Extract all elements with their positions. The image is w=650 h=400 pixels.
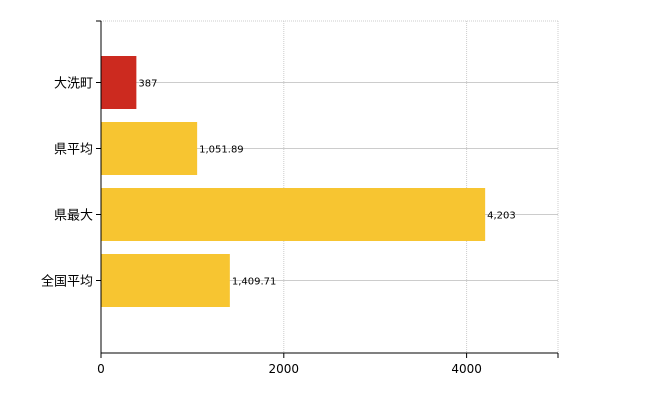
bar-4 bbox=[101, 254, 230, 307]
category-label-1: 大洗町 bbox=[54, 77, 93, 92]
data-label-3: 4,203 bbox=[487, 211, 516, 222]
category-label-4: 全国平均 bbox=[41, 274, 93, 290]
data-label-2: 1,051.89 bbox=[199, 145, 244, 156]
category-label-2: 県平均 bbox=[54, 143, 93, 158]
bar-3 bbox=[101, 188, 486, 241]
bar-2 bbox=[101, 122, 198, 175]
x-tick-label-2: 2000 bbox=[269, 362, 300, 376]
bar-1 bbox=[101, 56, 137, 109]
axes bbox=[96, 20, 559, 358]
x-tick-label-3: 4000 bbox=[451, 362, 482, 376]
data-label-1: 387 bbox=[138, 79, 157, 90]
bars bbox=[101, 56, 486, 307]
data-label-4: 1,409.71 bbox=[232, 277, 277, 288]
x-tick-label-1: 0 bbox=[97, 362, 105, 376]
category-label-3: 県最大 bbox=[54, 209, 93, 224]
